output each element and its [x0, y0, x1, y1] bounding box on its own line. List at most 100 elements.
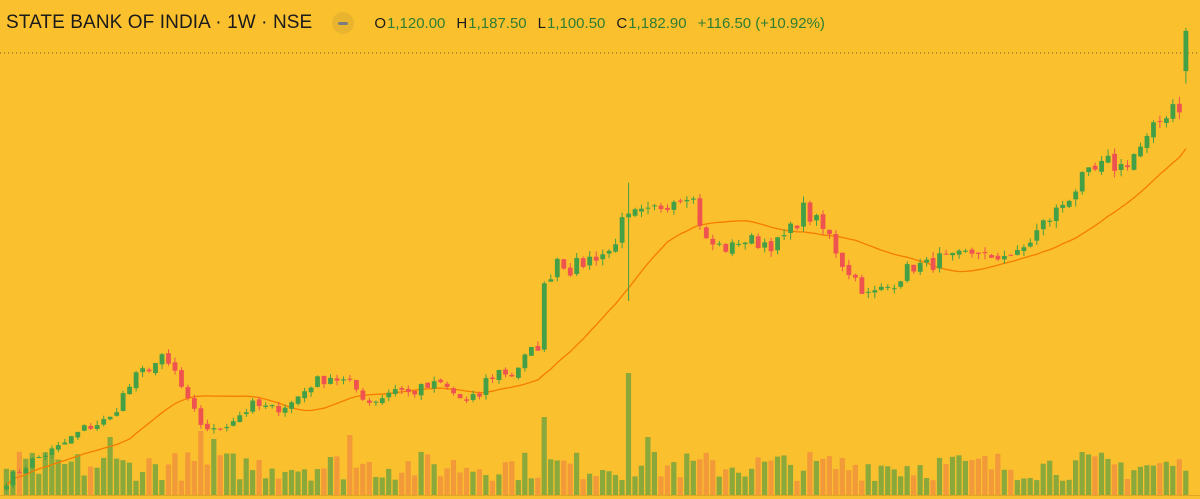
volume-bar: [263, 478, 269, 495]
candle-up: [639, 208, 644, 212]
candle-up: [1138, 146, 1143, 157]
candle-up: [898, 281, 904, 287]
volume-bar: [1047, 460, 1053, 495]
candle-up: [49, 448, 55, 455]
candle-down: [567, 267, 573, 276]
candle-down: [930, 258, 936, 270]
candle-down: [1177, 103, 1182, 113]
candle-down: [444, 383, 450, 387]
high-value: 1,187.50: [468, 14, 527, 32]
volume-bar: [502, 462, 508, 495]
volume-bar: [982, 456, 988, 495]
candle-up: [872, 290, 878, 293]
volume-bar: [878, 465, 884, 495]
symbol-title[interactable]: STATE BANK OF INDIA · 1W · NSE: [6, 12, 313, 33]
candle-down: [321, 375, 327, 385]
candle-down: [976, 252, 981, 254]
volume-bar: [146, 458, 152, 495]
candle-up: [153, 363, 158, 374]
candle-down: [989, 255, 994, 258]
volume-bar: [101, 457, 107, 495]
candle-down: [276, 405, 282, 413]
candle-down: [911, 264, 917, 272]
candle-down: [464, 399, 469, 401]
candle-up: [328, 377, 333, 384]
volume-bar: [276, 478, 282, 495]
candle-down: [166, 353, 171, 364]
volume-bar: [126, 462, 133, 495]
volume-bar: [250, 470, 256, 495]
volume-bar: [593, 476, 599, 495]
candle-up: [1021, 247, 1027, 251]
volume-bar: [710, 460, 716, 495]
candle-down: [859, 277, 865, 294]
volume-bar: [1027, 478, 1033, 495]
chart-legend-header: STATE BANK OF INDIA · 1W · NSE O 1,120.00…: [0, 0, 1200, 46]
candle-down: [561, 259, 567, 269]
volume-bar: [1157, 463, 1163, 495]
candle-up: [43, 455, 48, 457]
volume-bar: [904, 466, 910, 495]
candle-up: [1086, 167, 1092, 173]
candle-up: [62, 442, 68, 445]
candle-up: [295, 396, 301, 404]
candle-up: [237, 415, 243, 422]
candle-down: [1125, 165, 1130, 168]
candle-down: [1092, 165, 1098, 170]
candle-down: [256, 399, 262, 407]
candle-up: [392, 389, 398, 394]
volume-bar: [308, 480, 314, 495]
volume-bar: [198, 431, 204, 495]
minus-icon[interactable]: [332, 12, 355, 34]
candle-down: [490, 377, 495, 379]
candle-up: [516, 367, 521, 378]
candle-up: [652, 205, 657, 207]
volume-bar: [463, 467, 470, 495]
volume-bar: [509, 461, 515, 495]
candle-down: [179, 370, 184, 387]
volume-bar: [580, 479, 586, 495]
candle-up: [263, 405, 269, 407]
volume-bar: [1040, 463, 1046, 495]
candle-up: [1015, 250, 1020, 255]
candle-down: [807, 202, 813, 222]
candle-down: [503, 369, 508, 375]
candle-up: [1060, 204, 1066, 208]
candle-up: [606, 250, 612, 254]
candle-up: [716, 243, 722, 245]
candle-up: [4, 485, 9, 490]
volume-bar: [664, 465, 670, 495]
volume-bar: [587, 473, 593, 495]
candle-up: [775, 237, 780, 251]
candle-down: [593, 256, 599, 261]
volume-bar: [1131, 470, 1137, 495]
volume-bar: [625, 373, 632, 495]
candle-up: [1105, 155, 1111, 163]
candle-up: [762, 242, 768, 248]
candle-up: [341, 379, 346, 381]
volume-bar: [1137, 466, 1143, 495]
candle-down: [1112, 153, 1117, 171]
candle-up: [282, 407, 288, 413]
volume-bar: [677, 477, 683, 495]
candles: [4, 28, 1189, 492]
volume-bar: [301, 469, 308, 495]
candle-up: [950, 252, 955, 256]
volume-bar: [347, 435, 353, 495]
candle-up: [1151, 122, 1156, 138]
volume-bar: [612, 474, 619, 495]
volume-bar: [768, 460, 774, 495]
volume-bar: [619, 480, 625, 495]
candle-down: [477, 393, 482, 397]
volume-bar: [94, 467, 100, 495]
volume-bar: [1086, 454, 1092, 495]
candle-up: [133, 372, 139, 389]
volume-bar: [943, 464, 949, 495]
candle-down: [678, 200, 683, 202]
candle-up: [691, 198, 696, 200]
candle-up: [496, 370, 502, 380]
candle-down: [943, 253, 949, 255]
candle-up: [963, 250, 968, 252]
volume-bar: [859, 480, 865, 495]
